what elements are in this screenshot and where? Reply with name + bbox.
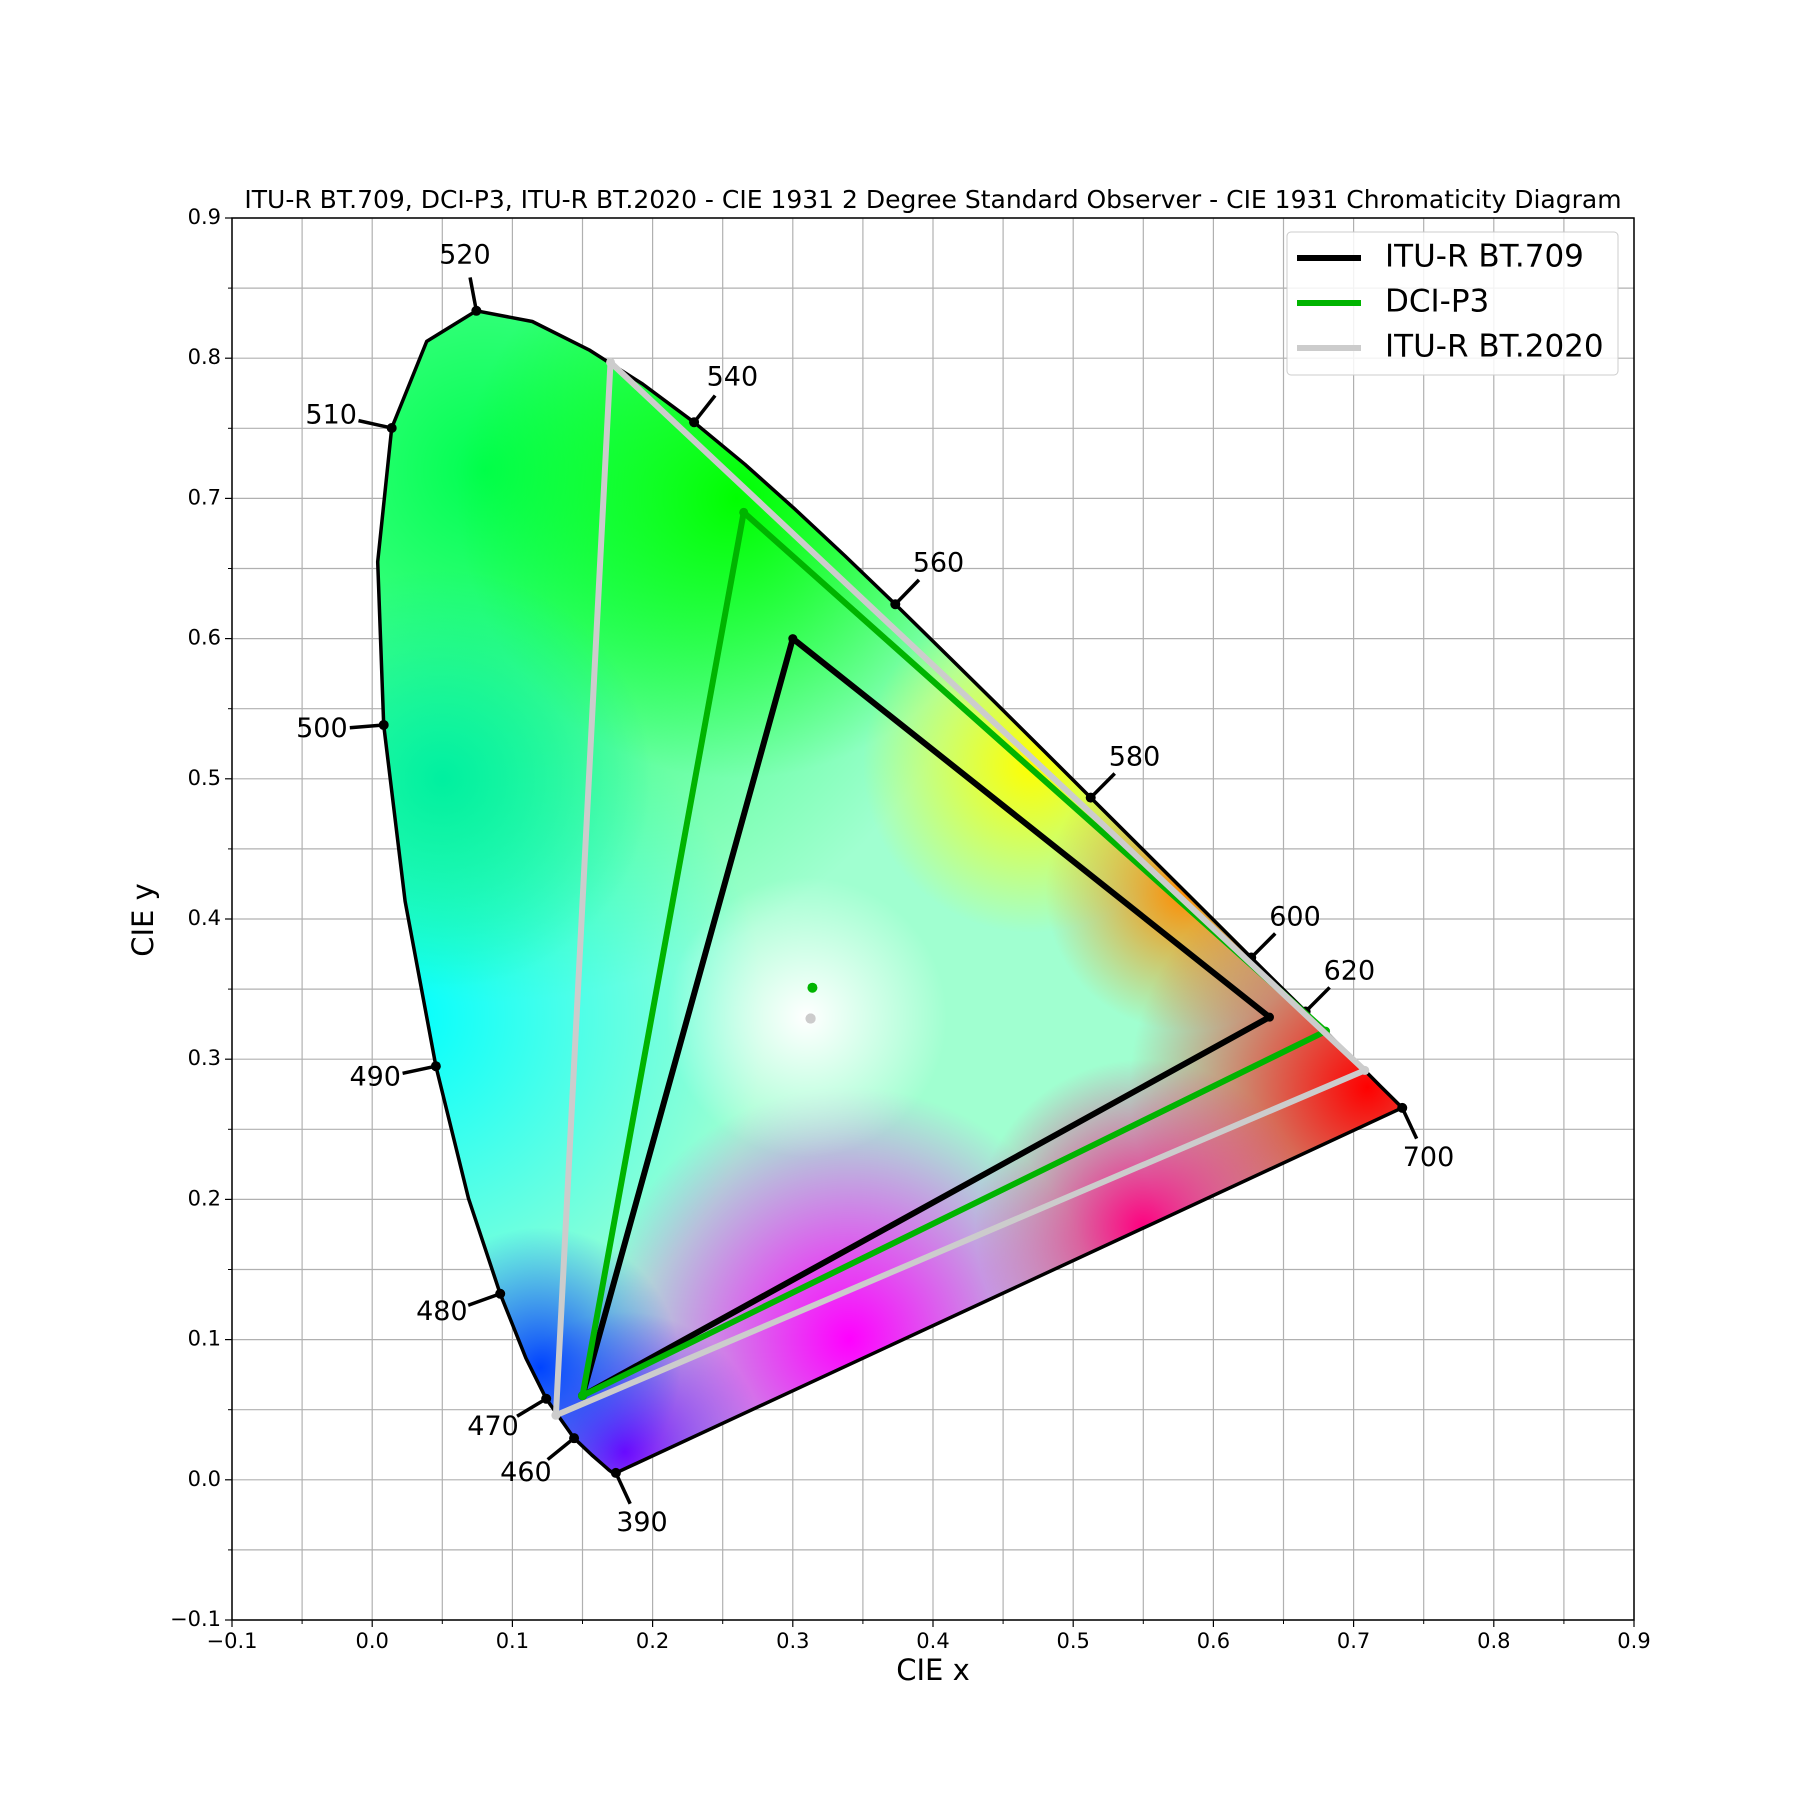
gamut-triangle — [579, 509, 1329, 1399]
gamut-primary — [578, 1391, 587, 1401]
wavelength-leader — [1400, 1107, 1419, 1140]
x-tick-label: 0.3 — [776, 1629, 809, 1653]
x-tick-label: 0.2 — [636, 1629, 669, 1653]
wavelength-label: 600 — [1269, 901, 1321, 932]
wavelength-label: 620 — [1324, 955, 1376, 986]
x-tick-label: 0.1 — [496, 1629, 529, 1653]
y-tick-label: 0.9 — [188, 205, 221, 229]
gamut-primary — [788, 634, 798, 644]
wavelength-leader — [1250, 932, 1277, 959]
wavelength-label: 540 — [707, 362, 759, 393]
wavelength-label: 700 — [1403, 1142, 1455, 1173]
whitepoint — [805, 1013, 816, 1024]
y-tick-label: 0.5 — [188, 766, 221, 790]
y-axis-label: CIE y — [126, 883, 160, 957]
wavelength-label: 500 — [296, 713, 348, 744]
wavelength-leader — [1304, 986, 1331, 1013]
x-tick-label: 0.7 — [1337, 1629, 1370, 1653]
y-tick-label: −0.1 — [170, 1607, 221, 1631]
y-tick-label: 0.3 — [188, 1046, 221, 1070]
gamut-triangle — [579, 635, 1273, 1399]
wavelength-point — [569, 1433, 580, 1444]
wavelength-leader — [692, 394, 717, 424]
wavelength-leader — [516, 1397, 548, 1418]
x-tick-label: −0.1 — [207, 1629, 258, 1653]
y-tick-label: 0.4 — [188, 906, 221, 930]
color-blob — [377, 568, 653, 990]
wavelength-leader — [546, 1436, 576, 1461]
y-tick-label: 0.8 — [188, 345, 221, 369]
legend-box — [1286, 231, 1619, 376]
wavelength-leader — [358, 418, 393, 430]
wavelength-point — [495, 1288, 506, 1299]
y-tick-label: 0.2 — [188, 1186, 221, 1210]
gamut-primary — [739, 507, 749, 517]
wavelength-label: 470 — [467, 1411, 519, 1442]
wavelength-point — [1397, 1102, 1408, 1113]
gamut-primary — [551, 1410, 561, 1420]
wavelength-leader — [468, 277, 479, 312]
x-axis-label: CIE x — [896, 1653, 970, 1687]
wavelength-label: 490 — [349, 1061, 401, 1092]
y-tick-label: 0.0 — [188, 1467, 221, 1491]
legend-label: DCI-P3 — [1385, 284, 1489, 320]
y-tick-label: 0.1 — [188, 1327, 221, 1351]
x-tick-label: 0.4 — [916, 1629, 949, 1653]
wavelength-label: 510 — [305, 399, 357, 430]
gamut-primary — [1264, 1012, 1274, 1022]
wavelength-leader — [349, 723, 384, 730]
x-tick-label: 0.8 — [1477, 1629, 1510, 1653]
x-tick-label: 0.0 — [355, 1629, 388, 1653]
legend-label: ITU-R BT.2020 — [1385, 329, 1604, 365]
wavelength-point — [378, 719, 389, 730]
chart-title: ITU-R BT.709, DCI-P3, ITU-R BT.2020 - CI… — [244, 185, 1621, 214]
wavelength-point — [610, 1467, 621, 1478]
wavelength-point — [386, 423, 397, 434]
x-tick-label: 0.9 — [1617, 1629, 1650, 1653]
wavelength-leader — [1089, 772, 1116, 799]
gamut-primary — [1360, 1065, 1370, 1075]
wavelength-leader — [614, 1472, 632, 1505]
wavelength-point — [541, 1393, 552, 1404]
gamut-primary — [606, 357, 616, 367]
wavelength-label: 520 — [439, 239, 491, 270]
gamut-triangle — [552, 359, 1368, 1419]
wavelength-leader — [402, 1064, 437, 1076]
wavelength-point — [1085, 792, 1096, 803]
wavelength-leader — [894, 578, 921, 606]
wavelength-label: 560 — [913, 548, 965, 579]
plot-frame — [231, 217, 1635, 1621]
x-tick-label: 0.5 — [1056, 1629, 1089, 1653]
y-tick-label: 0.6 — [188, 626, 221, 650]
wavelength-point — [430, 1061, 441, 1072]
x-tick-label: 0.6 — [1197, 1629, 1230, 1653]
wavelength-point — [689, 417, 700, 428]
y-tick-label: 0.7 — [188, 485, 221, 509]
legend-label: ITU-R BT.709 — [1385, 239, 1584, 275]
wavelength-label: 480 — [416, 1296, 468, 1327]
wavelength-leader — [467, 1292, 501, 1307]
wavelength-label: 580 — [1109, 741, 1161, 772]
wavelength-point — [890, 599, 901, 610]
wavelength-point — [471, 305, 482, 316]
wavelength-label: 460 — [500, 1457, 552, 1488]
wavelength-label: 390 — [616, 1507, 668, 1538]
whitepoint — [807, 982, 818, 993]
